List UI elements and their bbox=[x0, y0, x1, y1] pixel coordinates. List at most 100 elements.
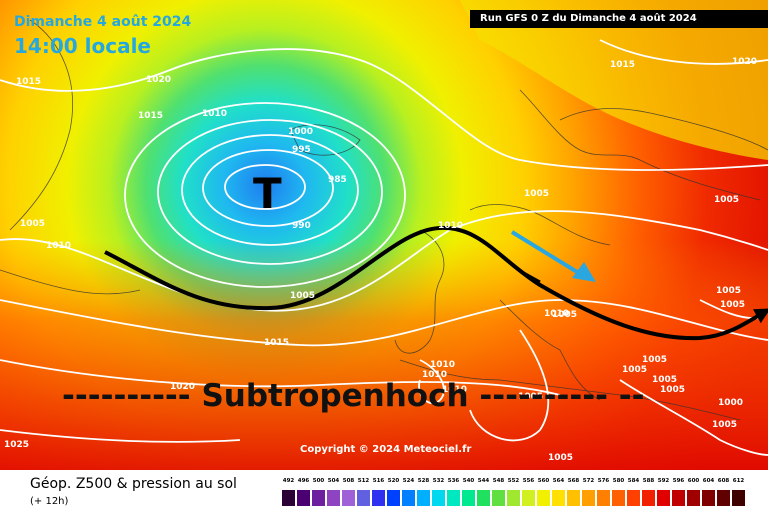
isobar-label: 1000 bbox=[718, 398, 743, 408]
map-local-time: 14:00 locale bbox=[14, 34, 151, 58]
isobar-label: 995 bbox=[292, 145, 311, 155]
isobar-label: 1005 bbox=[548, 453, 573, 463]
legend-swatch bbox=[282, 490, 295, 506]
legend-swatch bbox=[627, 490, 640, 506]
north-europe-field bbox=[460, 0, 768, 160]
legend-swatch bbox=[582, 490, 595, 506]
isobar-label: 1015 bbox=[138, 111, 163, 121]
legend-label: 516 bbox=[372, 478, 385, 484]
legend-label: 604 bbox=[702, 478, 715, 484]
legend-swatch bbox=[297, 490, 310, 506]
legend-swatch bbox=[447, 490, 460, 506]
corner-isobar-label: 1015 bbox=[742, 0, 768, 3]
isobar-label: 985 bbox=[328, 175, 347, 185]
legend-swatch bbox=[462, 490, 475, 506]
legend-label: 492 bbox=[282, 478, 295, 484]
legend-label: 540 bbox=[462, 478, 475, 484]
legend-label: 536 bbox=[447, 478, 460, 484]
isobar-label: 1005 bbox=[20, 219, 45, 229]
isobar-label: 1005 bbox=[720, 300, 745, 310]
legend-label: 612 bbox=[732, 478, 745, 484]
isobar-label: 1015 bbox=[610, 60, 635, 70]
isobar-label: 1005 bbox=[714, 195, 739, 205]
legend-label: 508 bbox=[342, 478, 355, 484]
legend-label: 592 bbox=[657, 478, 670, 484]
legend-swatch bbox=[492, 490, 505, 506]
legend-label: 588 bbox=[642, 478, 655, 484]
isobar-label: 1005 bbox=[712, 420, 737, 430]
isobar-label: 1005 bbox=[660, 385, 685, 395]
isobar-label: 1005 bbox=[290, 291, 315, 301]
legend-swatch bbox=[672, 490, 685, 506]
isobar-label: 1005 bbox=[552, 310, 577, 320]
legend-swatch bbox=[507, 490, 520, 506]
legend-label: 524 bbox=[402, 478, 415, 484]
legend-swatch bbox=[477, 490, 490, 506]
legend-label: 576 bbox=[597, 478, 610, 484]
subtropenhoch-annotation: ---------- Subtropenhoch ---------- -- bbox=[62, 378, 645, 414]
legend-swatch bbox=[522, 490, 535, 506]
coastlines bbox=[0, 19, 768, 421]
legend-label: 520 bbox=[387, 478, 400, 484]
forecast-lead-time: (+ 12h) bbox=[30, 496, 69, 507]
isobar-label: 1015 bbox=[16, 77, 41, 87]
isobar-label: 1020 bbox=[146, 75, 171, 85]
isobar-label: 1020 bbox=[170, 382, 195, 392]
legend-swatch bbox=[342, 490, 355, 506]
color-scale-legend: 492 496 500 504 508 512 516 520 524 528 532 536 540 5… bbox=[282, 478, 750, 508]
trough-line bbox=[104, 225, 768, 341]
legend-swatch bbox=[687, 490, 700, 506]
isobar-label: 1005 bbox=[622, 365, 647, 375]
jet-arrow bbox=[510, 230, 596, 282]
legend-swatch bbox=[312, 490, 325, 506]
legend-swatch bbox=[732, 490, 745, 506]
legend-swatch bbox=[372, 490, 385, 506]
isobar-label: 1015 bbox=[264, 338, 289, 348]
isobar-label: 1010 bbox=[430, 360, 455, 370]
isobar-label: 990 bbox=[292, 221, 311, 231]
legend-swatch bbox=[567, 490, 580, 506]
legend-label: 532 bbox=[432, 478, 445, 484]
isobar-label: 1020 bbox=[732, 57, 757, 67]
trough-direction-arrow bbox=[521, 270, 541, 284]
isobar-label: 1005 bbox=[652, 375, 677, 385]
isobar-label: 1005 bbox=[716, 286, 741, 296]
legend-label: 544 bbox=[477, 478, 490, 484]
legend-swatch bbox=[597, 490, 610, 506]
isobar-label: 1010 bbox=[422, 370, 447, 380]
legend-label: 572 bbox=[582, 478, 595, 484]
legend-label: 600 bbox=[687, 478, 700, 484]
legend-swatch bbox=[432, 490, 445, 506]
map-date: Dimanche 4 août 2024 bbox=[14, 14, 192, 30]
legend-swatch bbox=[387, 490, 400, 506]
legend-label: 528 bbox=[417, 478, 430, 484]
legend-swatch bbox=[642, 490, 655, 506]
legend-swatch bbox=[612, 490, 625, 506]
isobar-label: 1010 bbox=[202, 109, 227, 119]
low-pressure-symbol: T bbox=[253, 169, 282, 218]
isobar-label: 1010 bbox=[442, 385, 467, 395]
legend-swatch bbox=[417, 490, 430, 506]
legend-swatch bbox=[702, 490, 715, 506]
isobars bbox=[0, 39, 768, 456]
legend-label: 564 bbox=[552, 478, 565, 484]
legend-swatch bbox=[657, 490, 670, 506]
isobar-label: 1025 bbox=[4, 440, 29, 450]
isobar-label: 1010 bbox=[438, 221, 463, 231]
legend-label: 512 bbox=[357, 478, 370, 484]
legend-label: 560 bbox=[537, 478, 550, 484]
legend-label: 580 bbox=[612, 478, 625, 484]
legend-label: 500 bbox=[312, 478, 325, 484]
legend-swatch bbox=[552, 490, 565, 506]
isobar-label: 1005 bbox=[524, 189, 549, 199]
isobar-label: 1005 bbox=[642, 355, 667, 365]
isobar-label: 1010 bbox=[544, 309, 569, 319]
chart-parameter-title: Géop. Z500 & pression au sol bbox=[30, 476, 237, 492]
legend-label: 596 bbox=[672, 478, 685, 484]
isobar-label: 1000 bbox=[288, 127, 313, 137]
legend-label: 584 bbox=[627, 478, 640, 484]
subtropical-high-field bbox=[0, 240, 768, 470]
legend-swatch bbox=[327, 490, 340, 506]
